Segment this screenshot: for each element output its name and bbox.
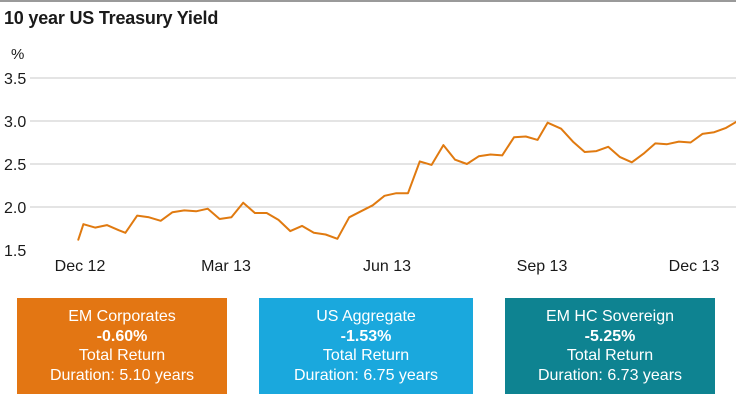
line-chart: 1.5 2.0 2.5 3.0 3.5 Dec 12 Mar 13 Jun 13 Sep 13…: [4, 71, 736, 275]
box-return-value: -1.53%: [340, 327, 392, 345]
box-return-label: Total Return: [322, 347, 410, 364]
box-return-value: -5.25%: [584, 327, 636, 345]
box-return-value: -0.60%: [96, 327, 148, 345]
x-tick-label: Mar 13: [201, 258, 251, 275]
y-tick-labels: 1.5 2.0 2.5 3.0 3.5: [4, 71, 26, 260]
y-tick-label: 3.0: [4, 114, 26, 131]
y-tick-label: 3.5: [4, 71, 26, 88]
summary-box-em-hc-sovereign: EM HC Sovereign -5.25% Total Return Dura…: [505, 298, 715, 394]
box-duration: Duration: 6.75 years: [293, 366, 439, 384]
x-tick-labels: Dec 12 Mar 13 Jun 13 Sep 13 Dec 13: [55, 258, 720, 275]
y-tick-label: 2.0: [4, 200, 26, 217]
x-tick-label: Sep 13: [517, 258, 568, 275]
x-tick-label: Jun 13: [363, 258, 411, 275]
box-return-label: Total Return: [566, 347, 654, 364]
summary-box-us-aggregate: US Aggregate -1.53% Total Return Duratio…: [259, 298, 473, 394]
summary-box-em-corporates: EM Corporates -0.60% Total Return Durati…: [17, 298, 227, 394]
box-return-label: Total Return: [78, 347, 166, 364]
y-tick-label: 2.5: [4, 157, 26, 174]
box-title: US Aggregate: [316, 308, 416, 325]
x-tick-label: Dec 13: [669, 258, 720, 275]
chart-title: 10 year US Treasury Yield: [4, 8, 219, 28]
y-axis-unit: %: [11, 46, 25, 63]
box-title: EM HC Sovereign: [545, 308, 675, 325]
y-tick-label: 1.5: [4, 243, 26, 260]
box-duration: Duration: 5.10 years: [49, 366, 195, 384]
gridlines: [30, 77, 736, 208]
box-duration: Duration: 6.73 years: [537, 366, 683, 384]
x-tick-label: Dec 12: [55, 258, 106, 275]
top-rule: [0, 0, 736, 2]
yield-series-line: [77, 120, 736, 241]
box-title: EM Corporates: [68, 308, 176, 325]
